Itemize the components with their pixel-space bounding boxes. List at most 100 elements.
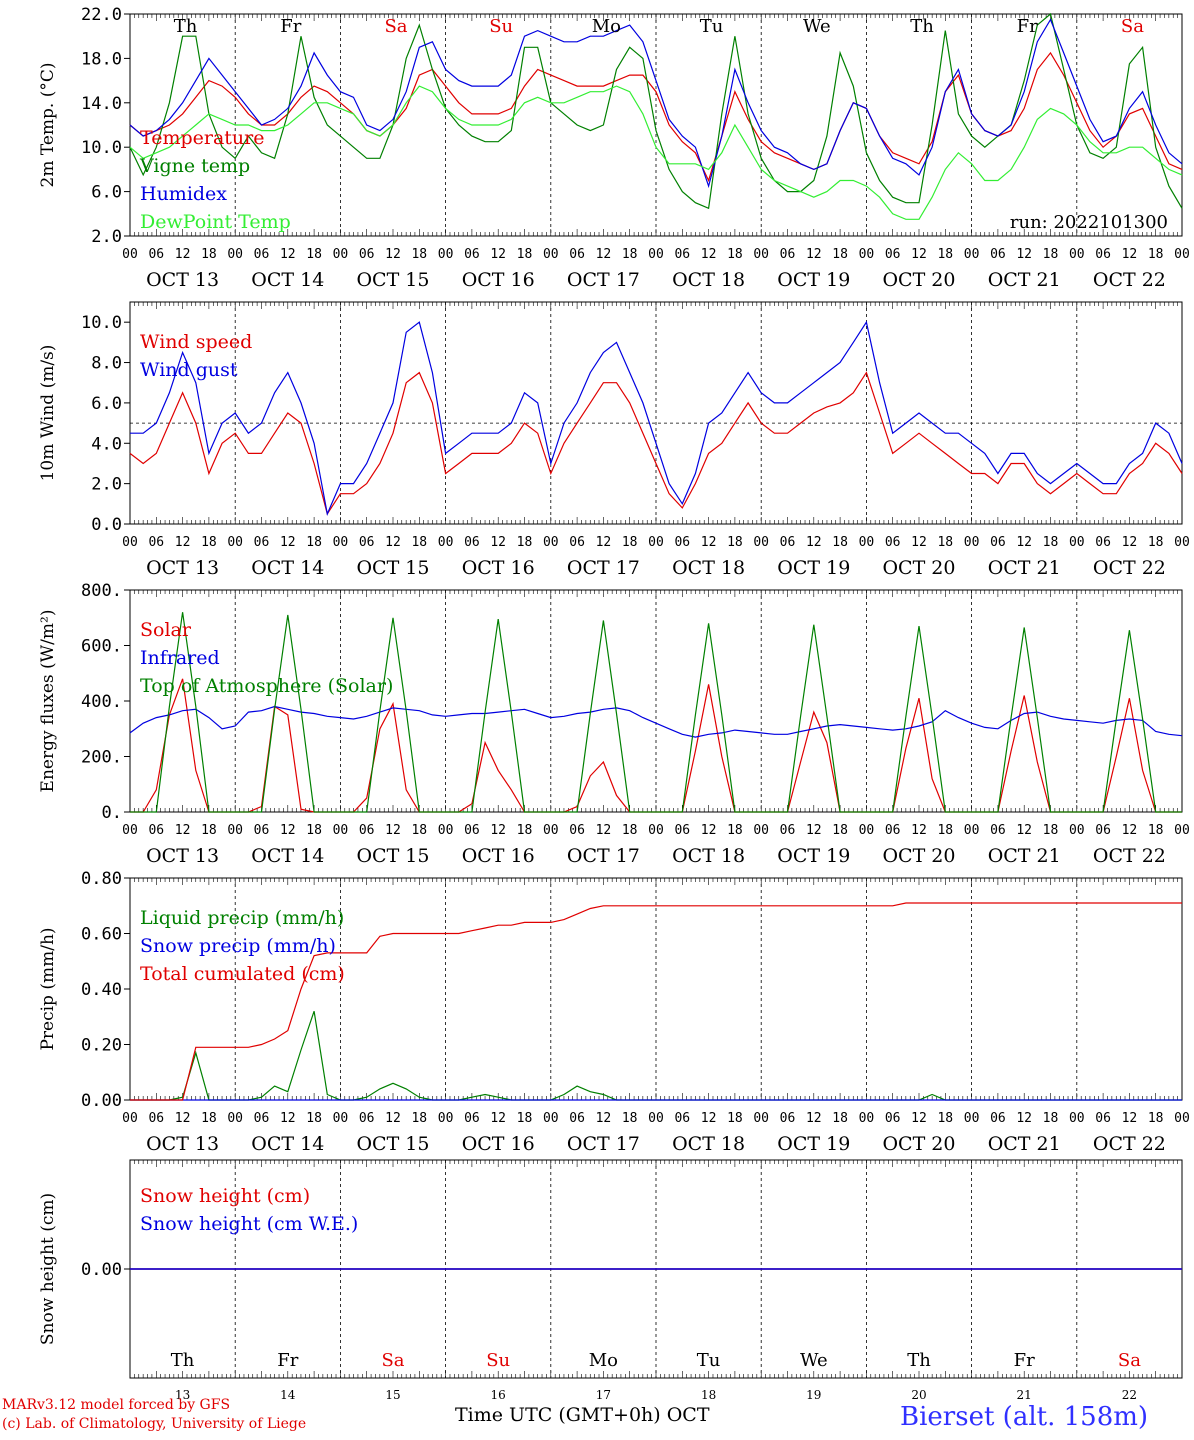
- day-number-label: 19: [806, 1388, 821, 1402]
- date-label: OCT 13: [146, 557, 219, 579]
- x-tick-label: 06: [780, 247, 796, 262]
- day-number-label: 20: [911, 1388, 926, 1402]
- x-tick-label: 12: [911, 247, 927, 262]
- y-axis-label: 2m Temp. (°C): [38, 62, 58, 187]
- x-tick-label: 18: [1148, 247, 1164, 262]
- x-tick-label: 18: [832, 823, 848, 838]
- weekday-label: Su: [489, 16, 513, 37]
- x-tick-label: 12: [1016, 535, 1032, 550]
- x-tick-label: 00: [1069, 247, 1085, 262]
- x-tick-label: 00: [543, 535, 559, 550]
- x-tick-label: 06: [464, 535, 480, 550]
- y-tick-label: 4.0: [91, 434, 122, 454]
- panel-wind: 10m Wind (m/s) 0.0 2.0 4.0 6.0 8.0 10.0 Wind sp…: [38, 301, 1190, 579]
- x-tick-label: 06: [885, 247, 901, 262]
- x-tick-label: 06: [990, 823, 1006, 838]
- x-tick-label: 00: [1069, 1111, 1085, 1126]
- y-tick-label: 0.60: [81, 925, 122, 945]
- date-label: OCT 15: [356, 845, 429, 867]
- x-tick-label: 00: [753, 247, 769, 262]
- x-tick-label: 18: [306, 535, 322, 550]
- x-tick-label: 00: [543, 823, 559, 838]
- panel-precip: Precip (mm/h) 0.00 0.20 0.40 0.60 0.80 Liquid …: [38, 869, 1190, 1155]
- x-tick-label: 06: [569, 823, 585, 838]
- x-tick-label: 12: [911, 1111, 927, 1126]
- x-tick-label: 06: [674, 247, 690, 262]
- x-tick-label: 18: [201, 1111, 217, 1126]
- x-tick-label: 18: [517, 535, 533, 550]
- series-line-temperature: [129, 51, 1183, 183]
- x-tick-label: 00: [122, 1111, 138, 1126]
- x-tick-label: 18: [306, 247, 322, 262]
- weekday-label: Tu: [700, 16, 724, 37]
- x-tick-label: 12: [806, 1111, 822, 1126]
- x-tick-label: 06: [254, 1111, 270, 1126]
- x-tick-label: 00: [648, 247, 664, 262]
- date-label: OCT 21: [988, 557, 1061, 579]
- weekday-label: Mo: [589, 1350, 618, 1371]
- x-tick-label: 12: [280, 247, 296, 262]
- weekday-label: Mo: [592, 16, 621, 37]
- weekday-label: Th: [907, 1350, 931, 1371]
- x-tick-label: 18: [201, 247, 217, 262]
- day-number-label: 15: [385, 1388, 400, 1402]
- x-tick-label: 00: [227, 535, 243, 550]
- weekday-label: Th: [171, 1350, 195, 1371]
- x-tick-label: 18: [832, 535, 848, 550]
- x-tick-label: 12: [490, 823, 506, 838]
- weekday-label: Fr: [280, 16, 301, 37]
- x-tick-label: 00: [438, 1111, 454, 1126]
- x-tick-label: 18: [832, 1111, 848, 1126]
- weekday-label: Th: [910, 16, 934, 37]
- x-tick-label: 18: [411, 535, 427, 550]
- legend-entry: Vigne temp: [139, 155, 250, 177]
- date-label: OCT 22: [1093, 557, 1166, 579]
- x-tick-label: 12: [596, 1111, 612, 1126]
- x-tick-label: 00: [333, 823, 349, 838]
- x-tick-label: 06: [464, 247, 480, 262]
- x-tick-label: 00: [1069, 535, 1085, 550]
- x-tick-label: 18: [411, 1111, 427, 1126]
- x-tick-label: 12: [1016, 247, 1032, 262]
- x-tick-label: 06: [359, 1111, 375, 1126]
- x-tick-label: 00: [438, 535, 454, 550]
- x-tick-label: 00: [859, 1111, 875, 1126]
- y-tick-label: 200.: [81, 748, 122, 768]
- x-tick-label: 12: [1016, 1111, 1032, 1126]
- x-tick-label: 06: [885, 823, 901, 838]
- station-name: Bierset (alt. 158m): [900, 1402, 1149, 1432]
- x-tick-label: 00: [859, 535, 875, 550]
- date-label: OCT 19: [777, 1133, 850, 1155]
- date-label: OCT 21: [988, 269, 1061, 291]
- x-tick-label: 00: [543, 247, 559, 262]
- day-number-label: 16: [491, 1388, 506, 1402]
- date-label: OCT 20: [882, 1133, 955, 1155]
- series-line-humidex: [129, 18, 1183, 189]
- x-tick-label: 00: [122, 535, 138, 550]
- date-label: OCT 15: [356, 269, 429, 291]
- date-label: OCT 13: [146, 1133, 219, 1155]
- y-tick-label: 8.0: [91, 354, 122, 374]
- x-tick-label: 00: [1174, 1111, 1190, 1126]
- x-tick-label: 00: [227, 1111, 243, 1126]
- x-tick-label: 12: [490, 535, 506, 550]
- legend-entry: Snow height (cm): [140, 1185, 310, 1207]
- date-label: OCT 15: [356, 1133, 429, 1155]
- date-label: OCT 18: [672, 557, 745, 579]
- x-tick-label: 12: [175, 535, 191, 550]
- x-tick-label: 18: [306, 823, 322, 838]
- x-tick-label: 18: [1148, 823, 1164, 838]
- date-label: OCT 22: [1093, 1133, 1166, 1155]
- date-label: OCT 16: [462, 557, 535, 579]
- x-tick-label: 00: [964, 535, 980, 550]
- x-tick-label: 12: [175, 1111, 191, 1126]
- x-tick-label: 18: [1043, 1111, 1059, 1126]
- x-tick-label: 06: [1095, 823, 1111, 838]
- date-label: OCT 19: [777, 845, 850, 867]
- x-tick-label: 06: [990, 1111, 1006, 1126]
- x-tick-label: 18: [517, 247, 533, 262]
- legend-entry: Liquid precip (mm/h): [140, 907, 344, 929]
- day-number-label: 18: [701, 1388, 716, 1402]
- x-tick-label: 18: [517, 1111, 533, 1126]
- x-tick-label: 00: [227, 823, 243, 838]
